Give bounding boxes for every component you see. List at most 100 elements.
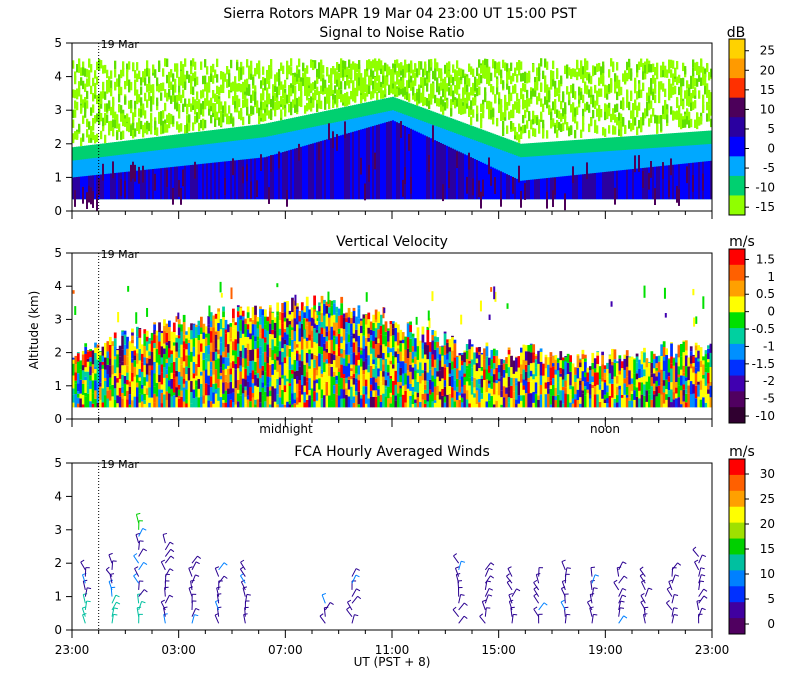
snr-cell bbox=[316, 86, 319, 96]
velocity-cell bbox=[303, 347, 307, 357]
velocity-cell bbox=[451, 375, 454, 388]
snr-cell bbox=[528, 112, 531, 122]
velocity-cell bbox=[99, 382, 102, 387]
snr-cell bbox=[136, 62, 139, 71]
velocity-cell bbox=[369, 396, 373, 408]
snr-cell bbox=[96, 193, 98, 211]
velocity-cell bbox=[406, 337, 410, 349]
snr-cell bbox=[638, 61, 641, 70]
snr-cell bbox=[158, 114, 161, 124]
snr-cell bbox=[128, 123, 131, 133]
snr-cell bbox=[344, 96, 347, 105]
velocity-cell bbox=[502, 363, 506, 370]
snr-cell bbox=[484, 58, 487, 68]
snr-cell bbox=[134, 170, 137, 200]
velocity-cell bbox=[556, 370, 560, 383]
snr-cell bbox=[588, 89, 591, 98]
snr-cell bbox=[110, 87, 113, 97]
velocity-cell bbox=[128, 360, 132, 371]
velocity-cell bbox=[81, 383, 85, 395]
velocity-cell bbox=[431, 381, 435, 393]
velocity-cell bbox=[443, 333, 447, 346]
snr-cell bbox=[644, 109, 647, 119]
snr-cell bbox=[282, 101, 285, 110]
velocity-cell bbox=[315, 324, 319, 330]
snr-cell bbox=[370, 126, 373, 200]
snr-cell bbox=[240, 83, 243, 93]
velocity-cell bbox=[419, 362, 422, 377]
snr-cell bbox=[434, 94, 437, 104]
velocity-cell bbox=[330, 363, 334, 367]
snr-cell bbox=[670, 158, 672, 176]
snr-cell bbox=[614, 104, 617, 113]
velocity-cell bbox=[291, 339, 294, 352]
velocity-cell bbox=[416, 327, 420, 338]
velocity-cell bbox=[180, 376, 184, 391]
velocity-cell bbox=[217, 368, 220, 379]
snr-cell bbox=[512, 154, 515, 200]
velocity-cell bbox=[222, 357, 225, 364]
velocity-cell bbox=[96, 394, 100, 403]
snr-cell bbox=[420, 61, 423, 70]
velocity-cell bbox=[392, 355, 395, 365]
snr-cell bbox=[710, 160, 713, 200]
snr-cell bbox=[616, 80, 619, 89]
velocity-cell bbox=[342, 340, 346, 350]
velocity-cell bbox=[308, 366, 312, 369]
velocity-cell bbox=[84, 380, 88, 393]
velocity-cell bbox=[428, 369, 432, 380]
snr-cell bbox=[524, 109, 527, 119]
velocity-cell bbox=[212, 316, 216, 328]
snr-cell bbox=[680, 97, 683, 107]
snr-cell bbox=[670, 69, 673, 78]
velocity-cell bbox=[185, 399, 188, 404]
velocity-cell bbox=[387, 353, 390, 358]
snr-cell bbox=[194, 99, 197, 108]
snr-cell bbox=[128, 84, 131, 93]
velocity-cell bbox=[438, 391, 442, 400]
snr-cell bbox=[462, 153, 465, 200]
velocity-cell bbox=[234, 363, 238, 370]
y-tick-label: 4 bbox=[54, 70, 62, 84]
velocity-cell bbox=[335, 383, 339, 395]
snr-cell bbox=[488, 165, 491, 200]
velocity-cell bbox=[264, 329, 267, 338]
velocity-cell bbox=[126, 379, 129, 385]
velocity-cell bbox=[286, 345, 289, 357]
velocity-cell bbox=[355, 378, 358, 383]
velocity-cell bbox=[291, 393, 294, 405]
velocity-cell bbox=[468, 385, 472, 396]
velocity-cell bbox=[74, 393, 78, 408]
snr-cell bbox=[124, 118, 127, 127]
snr-cell bbox=[442, 88, 445, 98]
velocity-cell bbox=[515, 356, 518, 358]
velocity-cell bbox=[458, 379, 462, 393]
velocity-cell bbox=[475, 404, 479, 408]
snr-cell bbox=[468, 105, 471, 115]
snr-cell bbox=[104, 116, 107, 126]
velocity-cell bbox=[286, 393, 289, 402]
velocity-cell bbox=[214, 401, 218, 408]
snr-cell bbox=[312, 92, 315, 102]
snr-cell bbox=[656, 124, 659, 134]
velocity-cell bbox=[325, 341, 329, 349]
velocity-cell bbox=[227, 368, 230, 384]
velocity-cell bbox=[524, 393, 528, 408]
snr-cell bbox=[662, 105, 665, 114]
snr-cell bbox=[538, 125, 541, 134]
velocity-cell bbox=[261, 375, 265, 383]
velocity-cell bbox=[512, 391, 516, 399]
snr-cell bbox=[400, 124, 403, 200]
snr-cell bbox=[118, 78, 121, 87]
snr-cell bbox=[118, 94, 121, 103]
velocity-cell bbox=[116, 367, 120, 379]
snr-cell bbox=[392, 75, 395, 84]
velocity-cell bbox=[372, 341, 376, 349]
velocity-cell bbox=[300, 385, 304, 395]
snr-cell bbox=[396, 76, 399, 85]
velocity-cell bbox=[278, 364, 282, 378]
snr-cell bbox=[558, 84, 561, 93]
velocity-cell bbox=[96, 368, 100, 383]
snr-cell bbox=[336, 99, 339, 108]
